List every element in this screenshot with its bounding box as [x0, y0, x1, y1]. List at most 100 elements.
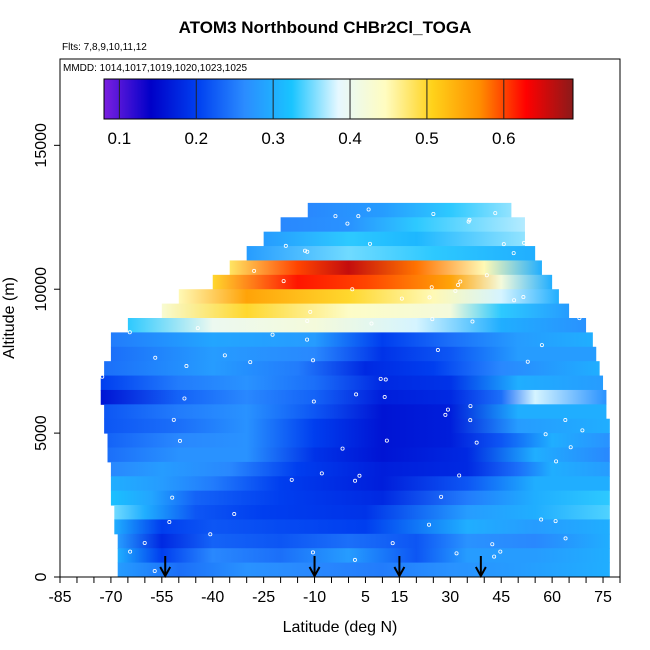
- sample-marker: [319, 471, 324, 476]
- x-tick-label: 15: [390, 589, 408, 606]
- colorbar-tick-label: 0.3: [261, 129, 285, 148]
- sample-marker: [457, 473, 462, 478]
- sample-marker: [512, 298, 517, 303]
- sample-marker: [553, 519, 558, 524]
- sample-marker: [340, 446, 345, 451]
- colorbar-tick-label: 0.1: [108, 129, 132, 148]
- heatmap-band: [110, 476, 610, 492]
- heatmap-band: [117, 548, 610, 564]
- chart-title: ATOM3 Northbound CHBr2Cl_TOGA: [178, 18, 472, 37]
- sample-marker: [311, 399, 316, 404]
- plot-frame: [59, 58, 621, 578]
- heatmap-band: [114, 519, 610, 535]
- x-tick-label: -40: [201, 589, 224, 606]
- sample-marker: [577, 316, 582, 321]
- x-tick-label: -70: [99, 589, 122, 606]
- x-tick-label: -10: [303, 589, 326, 606]
- sample-marker: [543, 432, 548, 437]
- sample-marker: [232, 512, 237, 517]
- sample-marker: [580, 428, 585, 433]
- sample-marker: [333, 214, 338, 219]
- arrow-head: [308, 566, 321, 579]
- sample-marker: [378, 376, 383, 381]
- sample-marker: [367, 241, 372, 246]
- sample-marker: [184, 364, 189, 369]
- sample-marker: [439, 494, 444, 499]
- sample-marker: [305, 249, 310, 254]
- sample-marker: [427, 522, 432, 527]
- sample-marker: [369, 321, 374, 326]
- heatmap-band: [178, 289, 559, 305]
- y-tick-label: 5000: [33, 415, 50, 451]
- sample-marker: [390, 541, 395, 546]
- sample-marker: [435, 348, 440, 353]
- heatmap-band: [307, 202, 512, 218]
- heatmap-band: [212, 274, 553, 290]
- arrow-head: [393, 566, 406, 579]
- sample-marker: [305, 318, 310, 323]
- sample-marker: [399, 296, 404, 301]
- y-axis-label: Altitude (m): [1, 277, 18, 359]
- x-tick-label: 75: [594, 589, 612, 606]
- sample-marker: [353, 478, 358, 483]
- sample-marker: [357, 473, 362, 478]
- sample-marker: [521, 295, 526, 300]
- sample-marker: [563, 536, 568, 541]
- sample-marker: [100, 374, 105, 379]
- sample-marker: [356, 214, 361, 219]
- sample-marker: [384, 438, 389, 443]
- x-axis-label: Latitude (deg N): [283, 619, 398, 636]
- sample-marker: [468, 418, 473, 423]
- sample-marker: [490, 542, 495, 547]
- heatmap-band: [117, 562, 610, 578]
- sample-marker: [142, 540, 147, 545]
- sample-marker: [467, 217, 472, 222]
- sample-marker: [352, 557, 357, 562]
- colorbar: [103, 78, 574, 120]
- sample-marker: [511, 251, 516, 256]
- x-tick-label: -85: [48, 589, 71, 606]
- sample-marker: [453, 288, 458, 293]
- sample-marker: [568, 445, 573, 450]
- sample-marker: [248, 360, 253, 365]
- heatmap-band: [107, 433, 610, 448]
- sample-marker: [303, 248, 308, 253]
- y-tick-label: 10000: [33, 267, 50, 312]
- heatmap-band: [104, 418, 610, 434]
- sample-marker: [383, 377, 388, 382]
- sample-marker: [153, 355, 158, 360]
- sample-marker: [474, 440, 479, 445]
- heatmap-band: [280, 217, 525, 233]
- x-tick-label: 30: [441, 589, 459, 606]
- sample-marker: [429, 285, 434, 290]
- sample-marker: [308, 309, 313, 314]
- heatmap-band: [114, 505, 610, 520]
- sample-marker: [281, 279, 286, 284]
- flights-label: Flts: 7,8,9,10,11,12: [62, 42, 147, 53]
- sample-marker: [305, 337, 310, 342]
- x-tick-label: 5: [361, 589, 370, 606]
- heatmap: [100, 202, 610, 578]
- sample-marker: [128, 549, 133, 554]
- sample-marker: [458, 279, 463, 284]
- sample-marker: [195, 326, 200, 331]
- sample-marker: [431, 211, 436, 216]
- sample-marker: [345, 221, 350, 226]
- sample-marker: [382, 395, 387, 400]
- x-tick-label: -55: [150, 589, 173, 606]
- sample-marker: [443, 412, 448, 417]
- heatmap-band: [104, 404, 607, 420]
- sample-marker: [152, 569, 157, 574]
- sample-marker: [493, 211, 498, 216]
- heatmap-band: [110, 461, 610, 477]
- heatmap-band: [100, 375, 604, 391]
- sample-marker: [456, 283, 461, 288]
- heatmap-band: [100, 389, 607, 405]
- x-tick-label: 60: [543, 589, 561, 606]
- sample-marker: [167, 520, 172, 525]
- sample-marker: [270, 332, 275, 337]
- heatmap-band: [110, 332, 593, 348]
- sample-marker: [252, 268, 257, 273]
- sample-marker: [350, 287, 355, 292]
